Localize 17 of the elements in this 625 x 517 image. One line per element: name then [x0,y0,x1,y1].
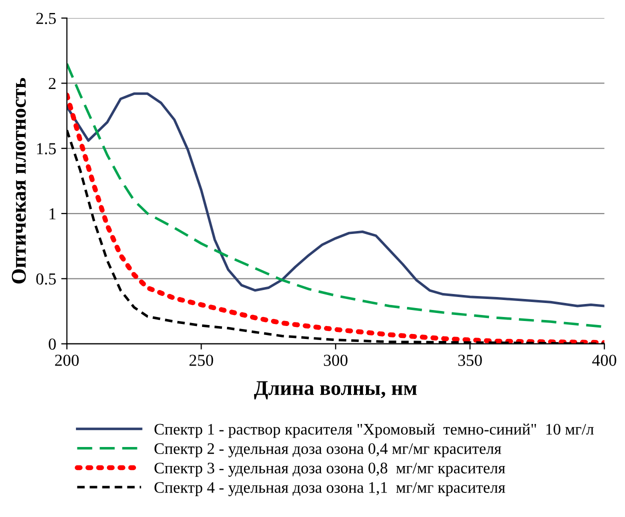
x-tick-label: 350 [458,354,482,366]
x-axis-title: Длина волны, нм [254,381,417,400]
y-tick-label: 2.5 [36,12,56,24]
legend-label: Спектр 3 - удельная доза озона 0,8 мг/мг красителя [154,462,506,477]
legend-label: Спектр 1 - раствор красителя "Хромовый темно-синий" 10 мг/л [154,424,594,438]
y-tick-label: 1.5 [37,143,56,154]
y-tick-label: 0.5 [36,273,56,285]
x-tick-label: 250 [189,354,214,366]
legend-label: Спектр 4 - удельная доза озона 1,1 мг/мг красителя [154,482,506,496]
x-tick-label: 200 [55,354,79,366]
x-tick-label: 400 [592,354,616,366]
y-tick-label: 0 [48,338,56,350]
y-axis-title: Оптичекая плотность [12,78,26,284]
legend-label: Спектр 2 - удельная доза озона 0,4 мг/мг красителя [154,443,502,458]
x-tick-label: 300 [324,354,348,366]
y-tick-label: 2 [48,78,56,90]
y-tick-label: 1 [50,208,56,220]
